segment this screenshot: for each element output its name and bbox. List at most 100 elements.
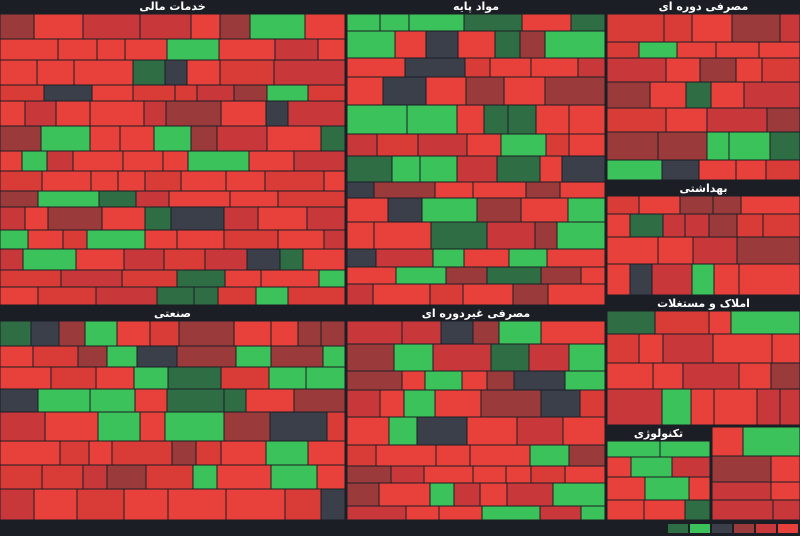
stock-tile — [638, 195, 681, 215]
stock-tile — [462, 283, 514, 306]
stock-tile — [62, 229, 88, 250]
stock-tile — [519, 30, 546, 59]
stock-tile — [216, 125, 268, 152]
stock-tile — [293, 388, 346, 413]
stock-tile — [698, 159, 737, 181]
stock-tile — [657, 131, 708, 161]
stock-tile — [401, 320, 442, 345]
stock-tile — [570, 13, 606, 32]
stock-tile — [711, 481, 772, 501]
stock-tile — [662, 333, 714, 364]
stock-tile — [496, 155, 541, 183]
stock-tile — [0, 84, 45, 102]
stock-tile — [119, 125, 155, 152]
stock-tile — [480, 389, 542, 418]
stock-tile — [97, 411, 141, 442]
stock-tile — [466, 133, 502, 157]
stock-tile — [685, 81, 712, 109]
stock-tile — [379, 13, 410, 32]
stock-tile — [649, 81, 687, 109]
stock-tile — [346, 104, 408, 135]
stock-tile — [463, 248, 510, 268]
stock-tile — [30, 320, 60, 347]
stock-tile — [429, 283, 464, 306]
stock-tile — [279, 248, 304, 271]
stock-tile — [505, 465, 532, 484]
stock-tile — [711, 426, 744, 457]
stock-tile — [770, 362, 800, 390]
stock-tile — [580, 266, 606, 285]
stock-tile — [266, 84, 309, 102]
stock-tile — [162, 150, 189, 172]
stock-tile — [50, 366, 97, 390]
stock-tile — [121, 269, 178, 288]
stock-tile — [167, 366, 222, 390]
stock-tile — [322, 345, 346, 368]
stock-tile — [176, 345, 237, 368]
stock-tile — [225, 170, 266, 192]
stock-tile — [0, 286, 39, 306]
stock-tile — [246, 248, 281, 271]
stock-tile — [318, 269, 346, 288]
stock-tile — [423, 465, 474, 484]
stock-tile — [145, 464, 194, 490]
stock-tile — [735, 57, 763, 83]
stock-tile — [233, 320, 272, 347]
stock-tile — [406, 104, 458, 135]
stock-tile — [123, 488, 169, 521]
stock-tile — [659, 440, 711, 458]
stock-tile — [665, 107, 708, 133]
stock-tile — [257, 206, 308, 231]
stock-tile — [0, 269, 62, 288]
stock-tile — [445, 266, 488, 285]
stock-tile — [425, 30, 459, 59]
stock-tile — [156, 286, 195, 306]
stock-tile — [456, 104, 485, 135]
stock-tile — [691, 263, 715, 296]
stock-tile — [248, 150, 295, 172]
stock-tile — [606, 131, 659, 161]
stock-tile — [699, 57, 737, 83]
stock-tile — [562, 416, 606, 446]
stock-tile — [216, 464, 272, 490]
stock-tile — [255, 286, 289, 306]
stock-tile — [346, 221, 375, 250]
stock-tile — [223, 388, 247, 413]
legend-box — [690, 524, 710, 533]
stock-tile — [326, 411, 346, 442]
tiles — [0, 13, 800, 521]
stock-tile — [706, 107, 768, 133]
stock-tile — [0, 38, 59, 61]
stock-tile — [520, 197, 569, 223]
stock-tile — [139, 411, 166, 442]
stock-tile — [534, 221, 558, 250]
stock-tile — [378, 482, 431, 507]
stock-tile — [770, 481, 800, 501]
stock-tile — [606, 362, 654, 390]
stock-tile — [508, 248, 548, 268]
stock-tile — [0, 206, 26, 231]
stock-tile — [679, 195, 714, 215]
stock-tile — [676, 41, 717, 59]
stock-tile — [372, 283, 431, 306]
stock-tile — [373, 181, 436, 199]
sector-titles: خدمات مالی مواد پایه مصرفی دوره ای بهداشتی ص… — [139, 0, 750, 440]
stock-tile — [728, 131, 771, 161]
legend-box — [734, 524, 754, 533]
stock-tile — [346, 465, 392, 484]
stock-tile — [559, 181, 606, 199]
stock-tile — [305, 366, 346, 390]
stock-tile — [153, 125, 192, 152]
stock-tile — [223, 411, 271, 442]
stock-tile — [284, 488, 322, 521]
stock-tile — [770, 455, 800, 483]
stock-tile — [106, 345, 138, 368]
stock-tile — [220, 366, 270, 390]
stock-tile — [684, 213, 710, 238]
stock-tile — [404, 57, 466, 78]
stock-tile — [710, 81, 745, 109]
stock-tile — [577, 57, 606, 78]
stock-tile — [525, 181, 561, 199]
sector-title: بهداشتی — [680, 182, 728, 195]
stock-tile — [346, 155, 393, 183]
